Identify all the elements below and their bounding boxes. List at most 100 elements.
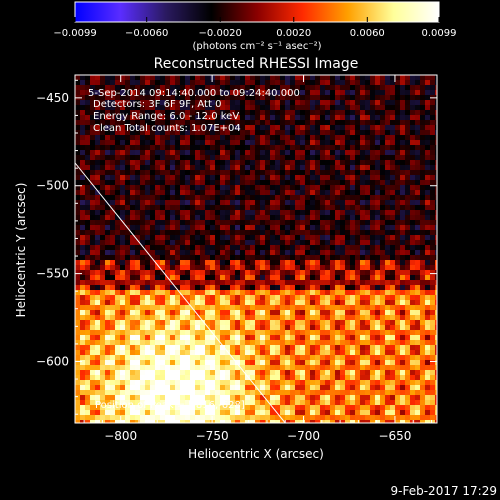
heatmap-cell [355, 410, 361, 416]
heatmap-cell [85, 210, 91, 216]
heatmap-cell [210, 125, 216, 131]
heatmap-cell [315, 85, 321, 91]
heatmap-cell [75, 365, 81, 371]
heatmap-cell [85, 410, 91, 416]
heatmap-cell [225, 365, 231, 371]
heatmap-cell [280, 145, 286, 151]
heatmap-cell [260, 135, 266, 141]
heatmap-cell [265, 115, 271, 121]
heatmap-cell [315, 240, 321, 246]
heatmap-cell [145, 150, 151, 156]
heatmap-cell [370, 350, 376, 356]
heatmap-cell [180, 185, 186, 191]
heatmap-cell [160, 275, 166, 281]
heatmap-cell [295, 340, 301, 346]
heatmap-cell [175, 365, 181, 371]
heatmap-cell [290, 85, 296, 91]
heatmap-cell [320, 275, 326, 281]
heatmap-cell [385, 280, 391, 286]
heatmap-cell [420, 100, 426, 106]
heatmap-cell [245, 330, 251, 336]
heatmap-cell [320, 245, 326, 251]
heatmap-cell [240, 85, 246, 91]
heatmap-cell [235, 355, 241, 361]
heatmap-cell [195, 390, 201, 396]
heatmap-cell [145, 350, 151, 356]
heatmap-cell [385, 150, 391, 156]
heatmap-cell [325, 215, 331, 221]
heatmap-cell [145, 360, 151, 366]
heatmap-cell [165, 230, 171, 236]
heatmap-cell [205, 320, 211, 326]
heatmap-cell [415, 290, 421, 296]
heatmap-cell [190, 100, 196, 106]
heatmap-cell [205, 365, 211, 371]
heatmap-cell [390, 155, 396, 161]
heatmap-cell [220, 300, 226, 306]
heatmap-cell [395, 105, 401, 111]
heatmap-cell [110, 170, 116, 176]
heatmap-cell [235, 410, 241, 416]
heatmap-cell [435, 195, 437, 201]
heatmap-cell [90, 220, 96, 226]
heatmap-cell [420, 255, 426, 261]
heatmap-cell [220, 230, 226, 236]
heatmap-cell [230, 100, 236, 106]
heatmap-cell [375, 180, 381, 186]
heatmap-cell [85, 290, 91, 296]
heatmap-cell [270, 130, 276, 136]
heatmap-cell [370, 315, 376, 321]
heatmap-cell [435, 180, 437, 186]
heatmap-cell [400, 150, 406, 156]
heatmap-cell [400, 340, 406, 346]
heatmap-cell [335, 370, 341, 376]
heatmap-cell [420, 240, 426, 246]
heatmap-cell [350, 320, 356, 326]
heatmap-cell [400, 110, 406, 116]
heatmap-cell [400, 370, 406, 376]
heatmap-cell [115, 130, 121, 136]
heatmap-cell [305, 250, 311, 256]
heatmap-cell [420, 215, 426, 221]
heatmap-cell [120, 165, 126, 171]
heatmap-cell [410, 90, 416, 96]
heatmap-cell [290, 180, 296, 186]
heatmap-cell [285, 405, 291, 411]
heatmap-cell [380, 205, 386, 211]
heatmap-cell [405, 265, 411, 271]
heatmap-cell [400, 140, 406, 146]
heatmap-cell [120, 230, 126, 236]
heatmap-cell [375, 330, 381, 336]
heatmap-cell [280, 100, 286, 106]
heatmap-cell [165, 185, 171, 191]
heatmap-cell [430, 310, 436, 316]
heatmap-cell [295, 350, 301, 356]
heatmap-cell [75, 235, 81, 241]
heatmap-cell [360, 250, 366, 256]
heatmap-cell [115, 250, 121, 256]
heatmap-cell [260, 290, 266, 296]
heatmap-cell [325, 205, 331, 211]
heatmap-cell [130, 320, 136, 326]
heatmap-cell [95, 370, 101, 376]
heatmap-cell [120, 120, 126, 126]
heatmap-cell [170, 215, 176, 221]
heatmap-cell [395, 155, 401, 161]
heatmap-cell [245, 355, 251, 361]
heatmap-cell [100, 175, 106, 181]
heatmap-cell [95, 185, 101, 191]
heatmap-cell [275, 360, 281, 366]
heatmap-cell [170, 105, 176, 111]
heatmap-cell [145, 215, 151, 221]
heatmap-cell [345, 245, 351, 251]
heatmap-cell [130, 150, 136, 156]
heatmap-cell [215, 380, 221, 386]
heatmap-cell [355, 270, 361, 276]
heatmap-cell [345, 85, 351, 91]
heatmap-cell [425, 330, 431, 336]
heatmap-cell [220, 130, 226, 136]
heatmap-cell [340, 180, 346, 186]
heatmap-cell [360, 400, 366, 406]
heatmap-cell [410, 390, 416, 396]
heatmap-cell [185, 340, 191, 346]
